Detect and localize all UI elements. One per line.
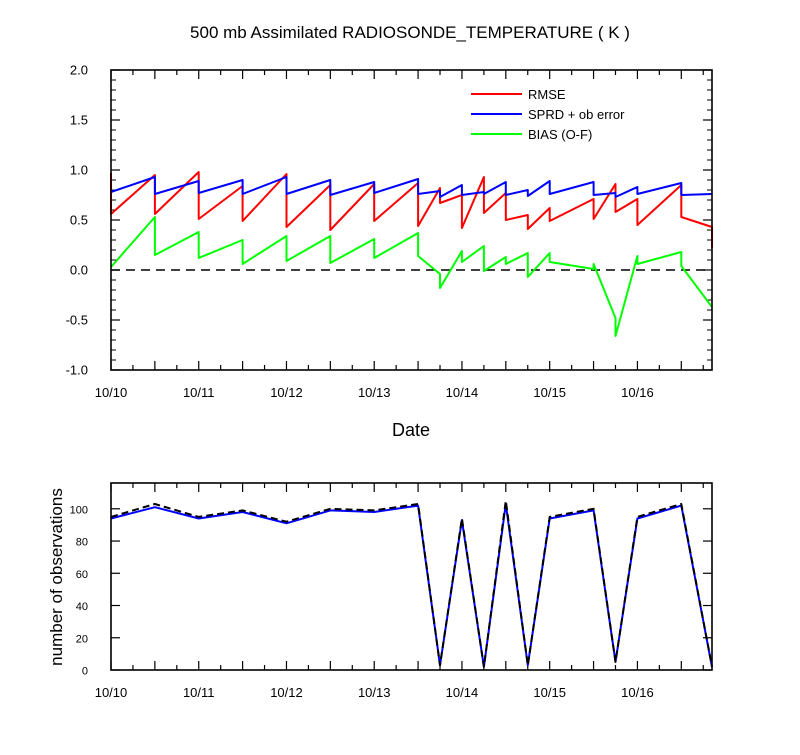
y-tick-label: 40 [76,601,88,613]
x-axis-label: Date [392,420,430,440]
x-tick-label: 10/10 [95,685,128,700]
legend-label: SPRD + ob error [528,107,625,122]
top-plot-frame [110,69,713,371]
y-tick-label: 0 [82,666,88,678]
y-tick-label: 0.0 [70,263,88,278]
x-tick-label: 10/11 [183,385,215,400]
y-tick-label: 20 [76,633,88,645]
x-tick-label: 10/13 [358,385,391,400]
x-tick-label: 10/10 [95,385,128,400]
x-tick-label: 10/11 [183,685,215,700]
y-tick-label: -0.5 [66,313,88,328]
y-tick-label: 100 [70,504,88,516]
series-line-possible [110,499,713,668]
top-plot-area: 10/10 10/11 10/12 10/13 10/14 10/15 10/16 -1.0 -… [66,63,713,400]
x-tick-label: 10/14 [446,385,479,400]
y-tick-label: 80 [76,537,88,549]
x-tick-label: 10/15 [533,685,566,700]
x-tick-label: 10/13 [358,685,391,700]
series-line-assimilated [110,503,713,668]
chart-title: 500 mb Assimilated RADIOSONDE_TEMPERATUR… [190,23,630,42]
y-tick-label: 1.5 [70,113,88,128]
x-tick-label: 10/12 [270,385,303,400]
series-line-sprd-ob-error [110,176,713,198]
y-tick-label: 0.5 [70,213,88,228]
x-tick-label: 10/16 [621,685,654,700]
x-tick-label: 10/12 [270,685,303,700]
y-tick-label: 2.0 [70,63,88,78]
x-tick-label: 10/16 [621,385,654,400]
x-tick-label: 10/14 [446,685,479,700]
x-tick-label: 10/15 [533,385,566,400]
legend-label: RMSE [528,87,566,102]
legend-label: BIAS (O-F) [528,127,592,142]
y-tick-label: 60 [76,569,88,581]
series-line-bias-o-f [110,216,713,337]
y-axis-label: number of observations [47,488,66,666]
bottom-plot-area: 10/10 10/11 10/12 10/13 10/14 10/15 10/16 0 20 40… [70,483,713,700]
y-tick-label: -1.0 [66,363,88,378]
bottom-plot-frame [110,482,713,671]
y-tick-label: 1.0 [70,163,88,178]
